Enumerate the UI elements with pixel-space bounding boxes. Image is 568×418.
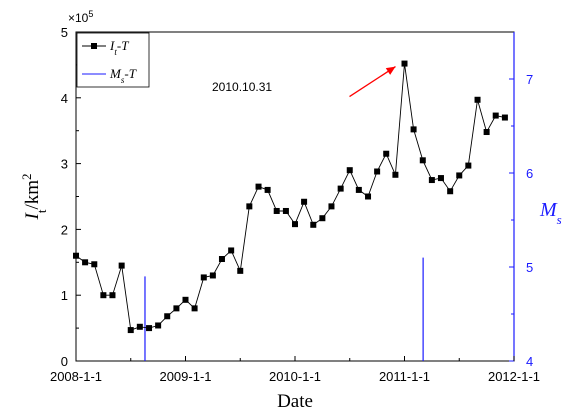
legend-ms-base: M — [109, 66, 122, 81]
left-tick-label: 5 — [61, 25, 68, 40]
series-it-point — [155, 322, 162, 329]
series-it-point — [164, 313, 171, 320]
series-it-point — [483, 129, 490, 136]
right-tick-label: 5 — [526, 260, 533, 275]
x-axis: 2008-1-1 2009-1-1 2010-1-1 2011-1-1 2012-1-1 — [50, 356, 540, 384]
series-it-point — [91, 261, 98, 268]
series-it-point — [301, 198, 308, 205]
right-tick-label: 4 — [526, 354, 533, 369]
legend-ms-sub: s — [121, 75, 125, 85]
series-it-point — [310, 221, 317, 228]
series-it-point — [292, 221, 298, 228]
left-tick-label: 2 — [61, 222, 68, 237]
y-multiplier-base: ×10 — [68, 11, 89, 25]
x-tick-label: 2008-1-1 — [50, 369, 102, 384]
series-it-point — [100, 292, 107, 299]
right-tick-label: 6 — [526, 166, 533, 181]
y-multiplier: ×105 — [68, 9, 93, 25]
series-it-point — [246, 203, 253, 210]
legend-it-rest: -T — [117, 38, 129, 53]
x-axis-title: Date — [277, 391, 313, 412]
x-tick-label: 2012-1-1 — [488, 369, 540, 384]
x-tick-label: 2011-1-1 — [379, 369, 430, 384]
series-it-point — [410, 126, 417, 133]
series-it-point — [118, 262, 125, 269]
series-it-point — [355, 186, 362, 193]
right-tick-label: 7 — [526, 72, 533, 87]
series-it-point — [474, 96, 481, 103]
y-axis-title-sup: 2 — [19, 173, 34, 180]
series-it-point — [328, 203, 335, 210]
right-axis-title: Ms — [539, 199, 562, 227]
y-axis-title-sub: t — [34, 209, 49, 213]
y-multiplier-exp: 5 — [88, 9, 93, 19]
series-it-point — [437, 175, 444, 182]
series-it-point — [136, 323, 143, 330]
series-it-point — [419, 157, 426, 164]
legend-label-ms: Ms-T — [109, 66, 137, 85]
series-it-point — [82, 259, 89, 266]
series-it-point — [456, 172, 463, 179]
series-it — [73, 60, 508, 334]
legend-it-base: I — [109, 38, 115, 53]
left-tick-label: 1 — [61, 288, 68, 303]
event-lines — [144, 257, 424, 361]
left-tick-label: 0 — [61, 354, 68, 369]
legend-box — [76, 32, 150, 88]
series-it-point — [383, 150, 390, 157]
annotation-label: 2010.10.31 — [212, 80, 272, 94]
series-it-point — [73, 252, 79, 259]
series-it-point — [392, 171, 399, 178]
series-it-point — [337, 185, 344, 192]
series-it-point — [237, 267, 244, 274]
series-it-point — [109, 292, 116, 299]
series-it-line — [75, 63, 505, 331]
series-it-point — [401, 60, 408, 67]
right-axis: 4 5 6 7 — [509, 32, 533, 369]
series-it-point — [492, 112, 499, 119]
y-axis-title-rest: /km — [22, 180, 43, 210]
annotation-arrow — [349, 66, 396, 98]
series-it-point — [428, 177, 435, 184]
series-it-point — [374, 168, 381, 175]
series-it-point — [319, 215, 326, 222]
series-it-point — [264, 186, 271, 193]
y-axis-title: It/km2 — [19, 173, 49, 220]
series-it-point — [200, 274, 207, 281]
legend: It-T Ms-T — [76, 32, 150, 88]
series-it-point — [218, 256, 225, 263]
right-axis-title-sub: s — [557, 212, 562, 227]
series-it-point — [447, 188, 454, 195]
series-it-point — [365, 193, 372, 200]
x-tick-label: 2009-1-1 — [159, 369, 211, 384]
series-it-point — [465, 162, 472, 169]
left-tick-label: 4 — [61, 91, 68, 106]
series-it-point — [228, 247, 235, 254]
series-it-point — [255, 183, 262, 190]
left-tick-label: 3 — [61, 157, 68, 172]
series-it-point — [273, 207, 280, 214]
series-it-point — [191, 305, 198, 312]
series-it-point — [173, 305, 180, 312]
series-it-point — [501, 114, 508, 121]
legend-it-sub: t — [114, 47, 117, 57]
x-tick-label: 2010-1-1 — [269, 369, 321, 384]
legend-ms-rest: -T — [124, 66, 136, 81]
series-it-point — [182, 296, 189, 303]
legend-marker-it — [91, 43, 97, 49]
annotation-arrowhead — [385, 66, 396, 75]
series-it-point — [146, 325, 153, 332]
series-it-point — [282, 207, 289, 214]
y-axis-title-base: I — [22, 212, 43, 221]
legend-label-it: It-T — [109, 38, 129, 57]
series-it-point — [209, 272, 216, 279]
annotation: 2010.10.31 — [212, 66, 396, 98]
right-axis-title-base: M — [539, 199, 558, 221]
series-it-point — [346, 167, 353, 174]
series-it-point — [127, 327, 134, 334]
